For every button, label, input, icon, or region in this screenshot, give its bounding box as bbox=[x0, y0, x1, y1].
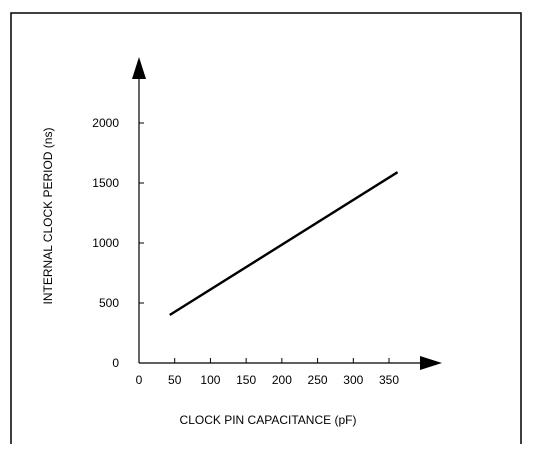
x-tick-label: 0 bbox=[136, 373, 143, 387]
x-ticks: 0 50 100 150 200 250 300 350 bbox=[136, 358, 399, 387]
y-tick-label: 0 bbox=[112, 356, 119, 370]
y-tick-label: 500 bbox=[99, 296, 119, 310]
x-tick-label: 150 bbox=[236, 373, 256, 387]
x-tick-label: 350 bbox=[379, 373, 399, 387]
x-tick-label: 50 bbox=[168, 373, 182, 387]
y-tick-label: 2000 bbox=[92, 116, 119, 130]
x-axis-label: CLOCK PIN CAPACITANCE (pF) bbox=[180, 413, 357, 427]
x-tick-label: 250 bbox=[308, 373, 328, 387]
series-line bbox=[169, 171, 399, 317]
x-tick-label: 200 bbox=[272, 373, 292, 387]
y-ticks: 0 500 1000 1500 2000 bbox=[92, 116, 144, 370]
y-axis-label: INTERNAL CLOCK PERIOD (ns) bbox=[41, 128, 55, 305]
x-tick-label: 300 bbox=[343, 373, 363, 387]
x-tick-label: 100 bbox=[200, 373, 220, 387]
x-axis-arrow bbox=[420, 356, 442, 370]
y-axis-arrow bbox=[132, 57, 146, 79]
series-layer bbox=[169, 171, 399, 317]
y-tick-label: 1000 bbox=[92, 236, 119, 250]
y-tick-label: 1500 bbox=[92, 176, 119, 190]
figure-frame bbox=[10, 12, 522, 449]
